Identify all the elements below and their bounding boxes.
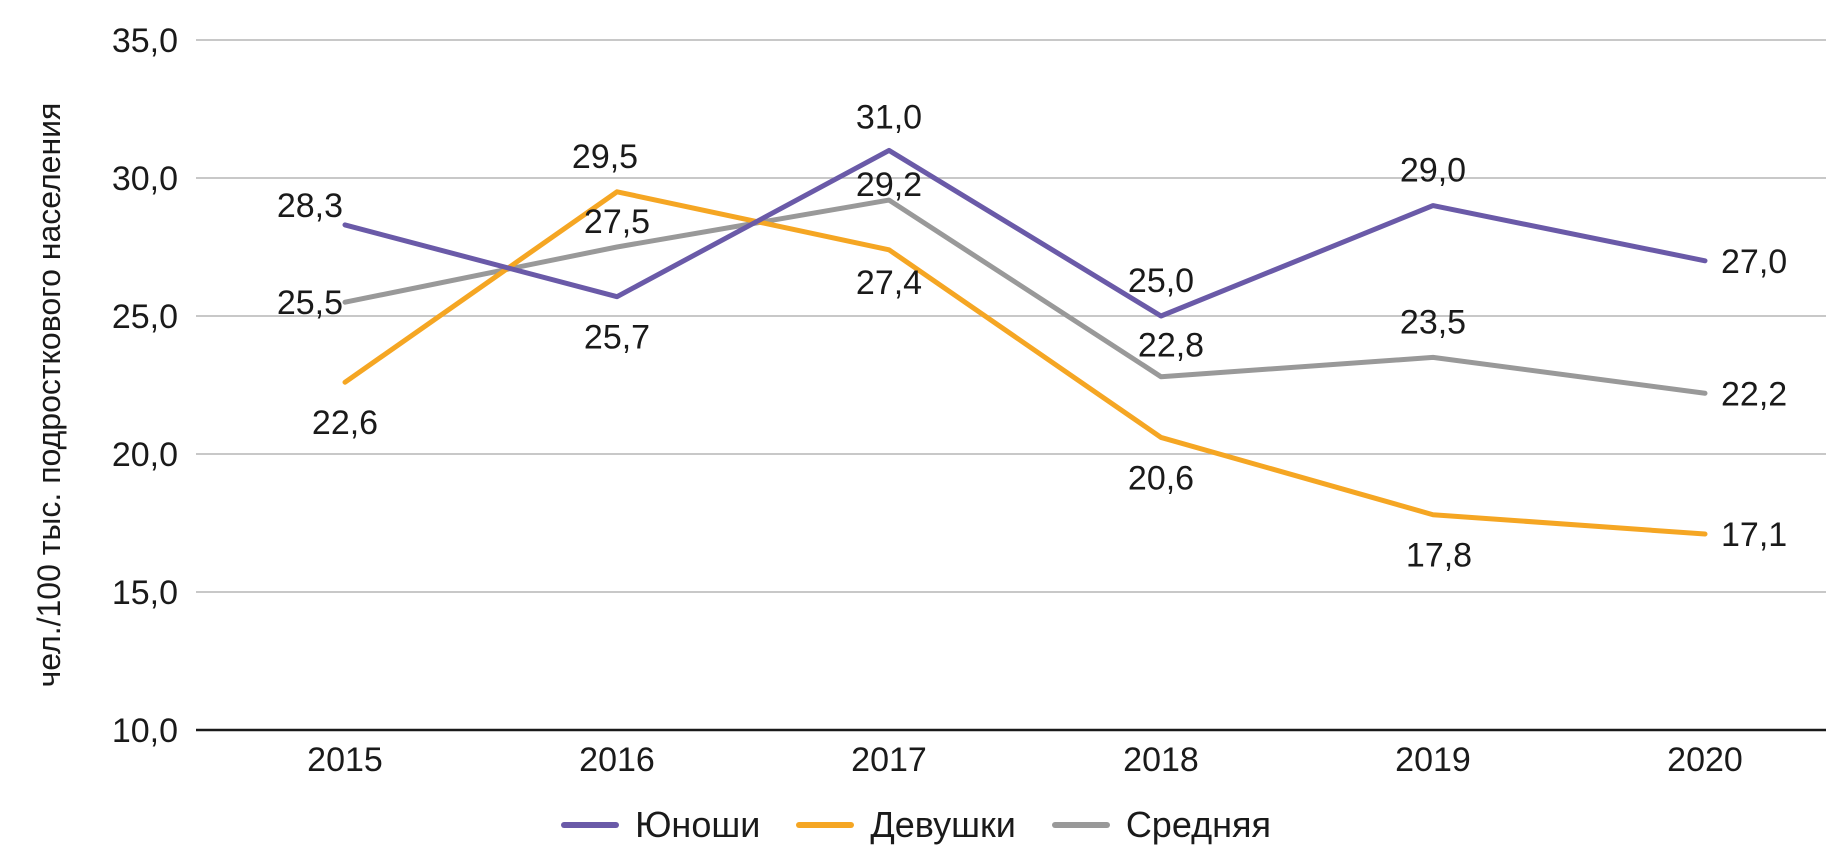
legend-label-boys: Юноши [635, 804, 761, 845]
data-label-average: 22,2 [1721, 375, 1787, 413]
x-tick-label: 2015 [307, 741, 383, 779]
y-axis-label: чел./100 тыс. подросткового населения [31, 103, 67, 688]
y-tick-label: 20,0 [112, 436, 178, 474]
x-tick-label: 2018 [1123, 741, 1199, 779]
legend-label-girls: Девушки [870, 804, 1016, 845]
data-label-average: 27,5 [584, 203, 650, 241]
series-lines [342, 147, 1708, 537]
x-tick-label: 2016 [579, 741, 655, 779]
data-label-average: 25,5 [277, 284, 343, 322]
data-labels: 28,3 25,7 31,0 25,0 29,0 27,0 22,6 29,5 27,4 20,6… [277, 98, 1787, 574]
series-line-boys [342, 147, 1708, 319]
x-tick-label: 2017 [851, 741, 927, 779]
line-chart: 10,015,020,025,030,035,0 2015 2016 2017 201… [31, 22, 1826, 779]
data-label-boys: 25,0 [1128, 262, 1194, 300]
series-line-girls [342, 189, 1708, 537]
gridlines [196, 39, 1826, 732]
data-label-boys: 27,0 [1721, 243, 1787, 281]
legend-swatch-girls [796, 822, 855, 828]
y-tick-label: 15,0 [112, 574, 178, 612]
y-tick-labels: 10,0 15,0 20,0 25,0 30,0 35,0 [112, 22, 178, 750]
data-label-average: 29,2 [856, 166, 922, 204]
data-label-boys: 25,7 [584, 319, 650, 357]
legend-item-average: Средняя [1051, 804, 1271, 846]
x-tick-labels: 2015 2016 2017 2018 2019 2020 [307, 741, 1743, 779]
x-tick-label: 2020 [1667, 741, 1743, 779]
legend-swatch-boys [561, 822, 620, 828]
legend-label-average: Средняя [1125, 804, 1271, 845]
data-label-girls: 22,6 [312, 404, 378, 442]
data-label-girls: 17,1 [1721, 516, 1787, 554]
data-label-girls: 20,6 [1128, 459, 1194, 497]
legend: Юноши Девушки Средняя [0, 800, 1832, 850]
series-line-average [342, 197, 1708, 396]
legend-item-girls: Девушки [796, 804, 1016, 846]
legend-item-boys: Юноши [561, 804, 760, 846]
x-tick-label: 2019 [1395, 741, 1471, 779]
data-label-girls: 27,4 [856, 264, 922, 302]
data-label-boys: 29,0 [1400, 152, 1466, 190]
y-tick-label: 25,0 [112, 298, 178, 336]
y-tick-label: 30,0 [112, 160, 178, 198]
y-tick-label: 35,0 [112, 22, 178, 60]
y-tick-label: 10,0 [112, 712, 178, 750]
legend-swatch-average [1051, 822, 1110, 828]
data-label-girls: 17,8 [1406, 537, 1472, 575]
data-label-average: 23,5 [1400, 303, 1466, 341]
data-label-boys: 28,3 [277, 187, 343, 225]
data-label-boys: 31,0 [856, 98, 922, 136]
data-label-average: 22,8 [1138, 327, 1204, 365]
data-label-girls: 29,5 [572, 138, 638, 176]
